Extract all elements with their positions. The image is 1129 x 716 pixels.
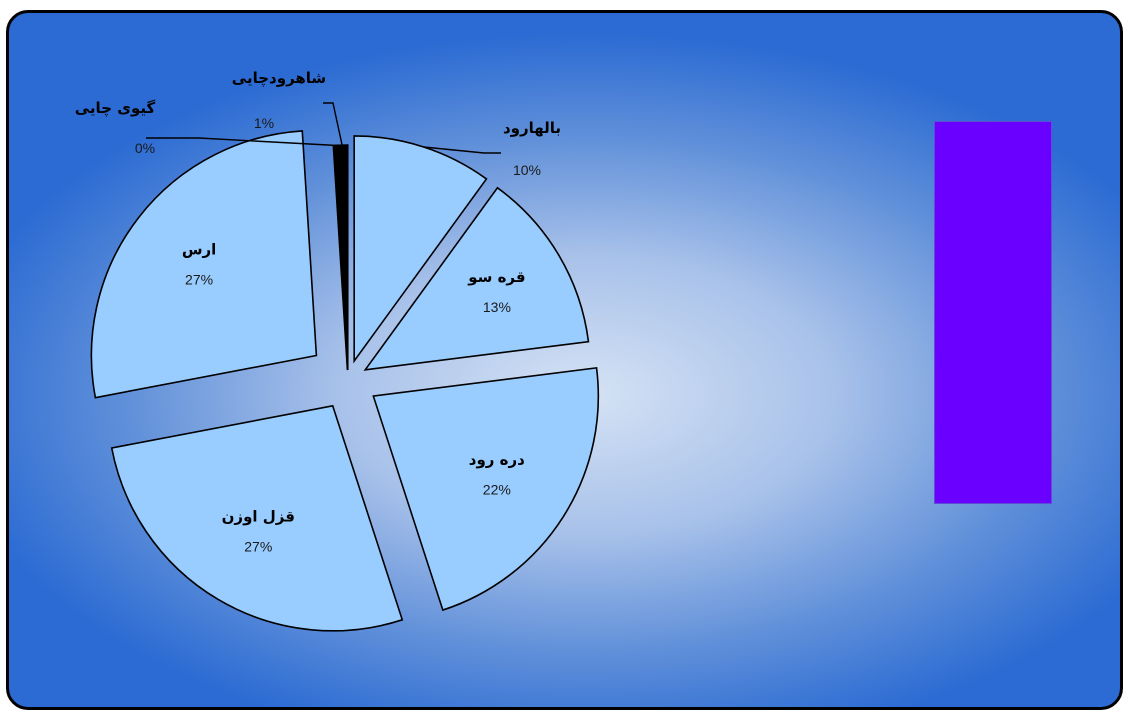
chart-frame: بالهارود 10% قره سو 13% دره رود 22% قزل اوزن 27… bbox=[6, 10, 1123, 710]
slice-percent-5: 0% bbox=[135, 140, 155, 156]
pie-slice-3 bbox=[110, 404, 404, 632]
slice-percent-0: 10% bbox=[513, 162, 541, 178]
pie-slice-4 bbox=[90, 130, 318, 399]
slice-percent-1: 13% bbox=[483, 299, 511, 315]
pie-slice-0 bbox=[353, 135, 488, 364]
slice-label-1: قره سو bbox=[467, 268, 525, 286]
pie-slice-6 bbox=[335, 144, 349, 371]
pie-chart: بالهارود 10% قره سو 13% دره رود 22% قزل اوزن 27… bbox=[75, 69, 600, 632]
slice-label-3: قزل اوزن bbox=[222, 508, 295, 526]
slice-percent-4: 27% bbox=[185, 271, 213, 287]
leader-line-6 bbox=[323, 102, 343, 146]
slice-label-0: بالهارود bbox=[503, 119, 561, 137]
slice-label-5: گیوی چایی bbox=[75, 99, 156, 118]
leader-line-5 bbox=[146, 137, 335, 147]
slice-label-6: شاهرودچایی bbox=[232, 69, 326, 88]
legend-box bbox=[934, 121, 1052, 504]
slice-label-2: دره رود bbox=[469, 450, 525, 468]
slice-percent-6: 1% bbox=[254, 115, 274, 131]
pie-slice-1 bbox=[363, 186, 590, 371]
pie-slice-2 bbox=[372, 366, 600, 612]
slice-percent-2: 22% bbox=[483, 481, 511, 497]
leader-line-0 bbox=[423, 146, 501, 154]
slice-label-4: ارس bbox=[182, 240, 216, 258]
slice-percent-3: 27% bbox=[244, 539, 272, 555]
